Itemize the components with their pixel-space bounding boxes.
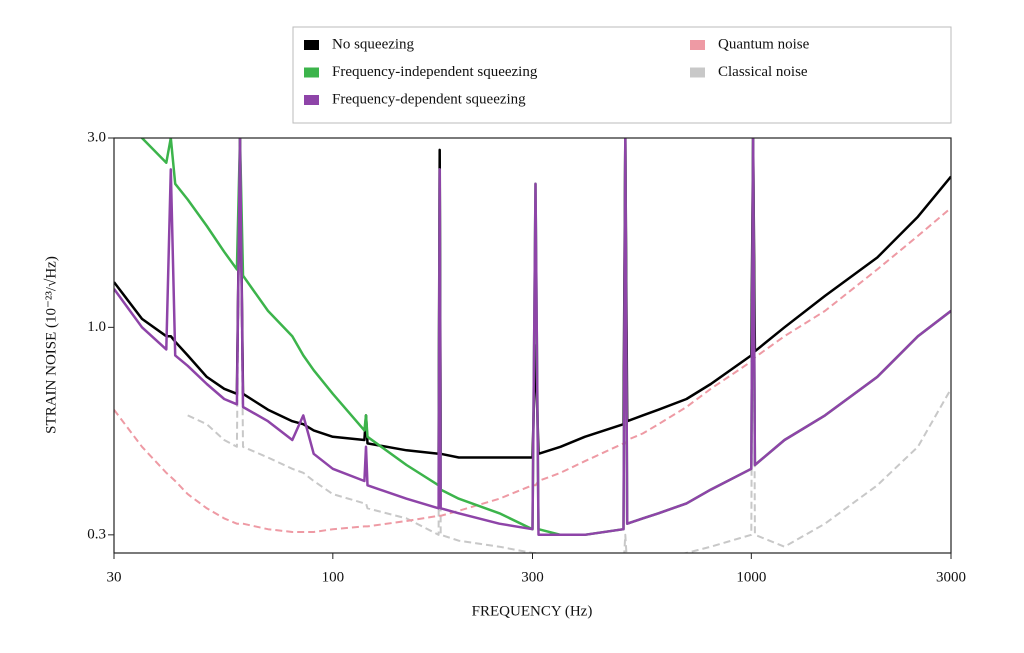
x-tick-label: 1000 (736, 569, 766, 585)
legend-label: No squeezing (332, 36, 415, 52)
x-tick-label: 300 (521, 569, 544, 585)
x-tick-label: 100 (322, 569, 345, 585)
x-tick-label: 30 (107, 569, 122, 585)
x-tick-label: 3000 (936, 569, 966, 585)
legend-swatch (690, 67, 705, 78)
legend-swatch (690, 40, 705, 50)
y-tick-label: 0.3 (87, 526, 106, 542)
plot-area (114, 138, 951, 553)
x-axis-label: FREQUENCY (Hz) (472, 603, 593, 619)
legend-swatch (304, 40, 319, 50)
legend-swatch (304, 67, 319, 78)
legend-label: Classical noise (718, 64, 808, 80)
y-tick-label: 3.0 (87, 129, 106, 145)
legend-box (292, 26, 952, 124)
series-line (114, 207, 951, 533)
y-tick-label: 1.0 (87, 319, 106, 335)
legend-label: Quantum noise (718, 36, 810, 52)
series-line (187, 138, 951, 553)
y-axis-label: STRAIN NOISE (10⁻²³/√Hz) (43, 256, 59, 434)
series-line (114, 138, 951, 537)
legend-label: Frequency-dependent squeezing (332, 91, 526, 107)
legend-swatch (304, 95, 319, 105)
legend-label: Frequency-independent squeezing (332, 64, 538, 80)
